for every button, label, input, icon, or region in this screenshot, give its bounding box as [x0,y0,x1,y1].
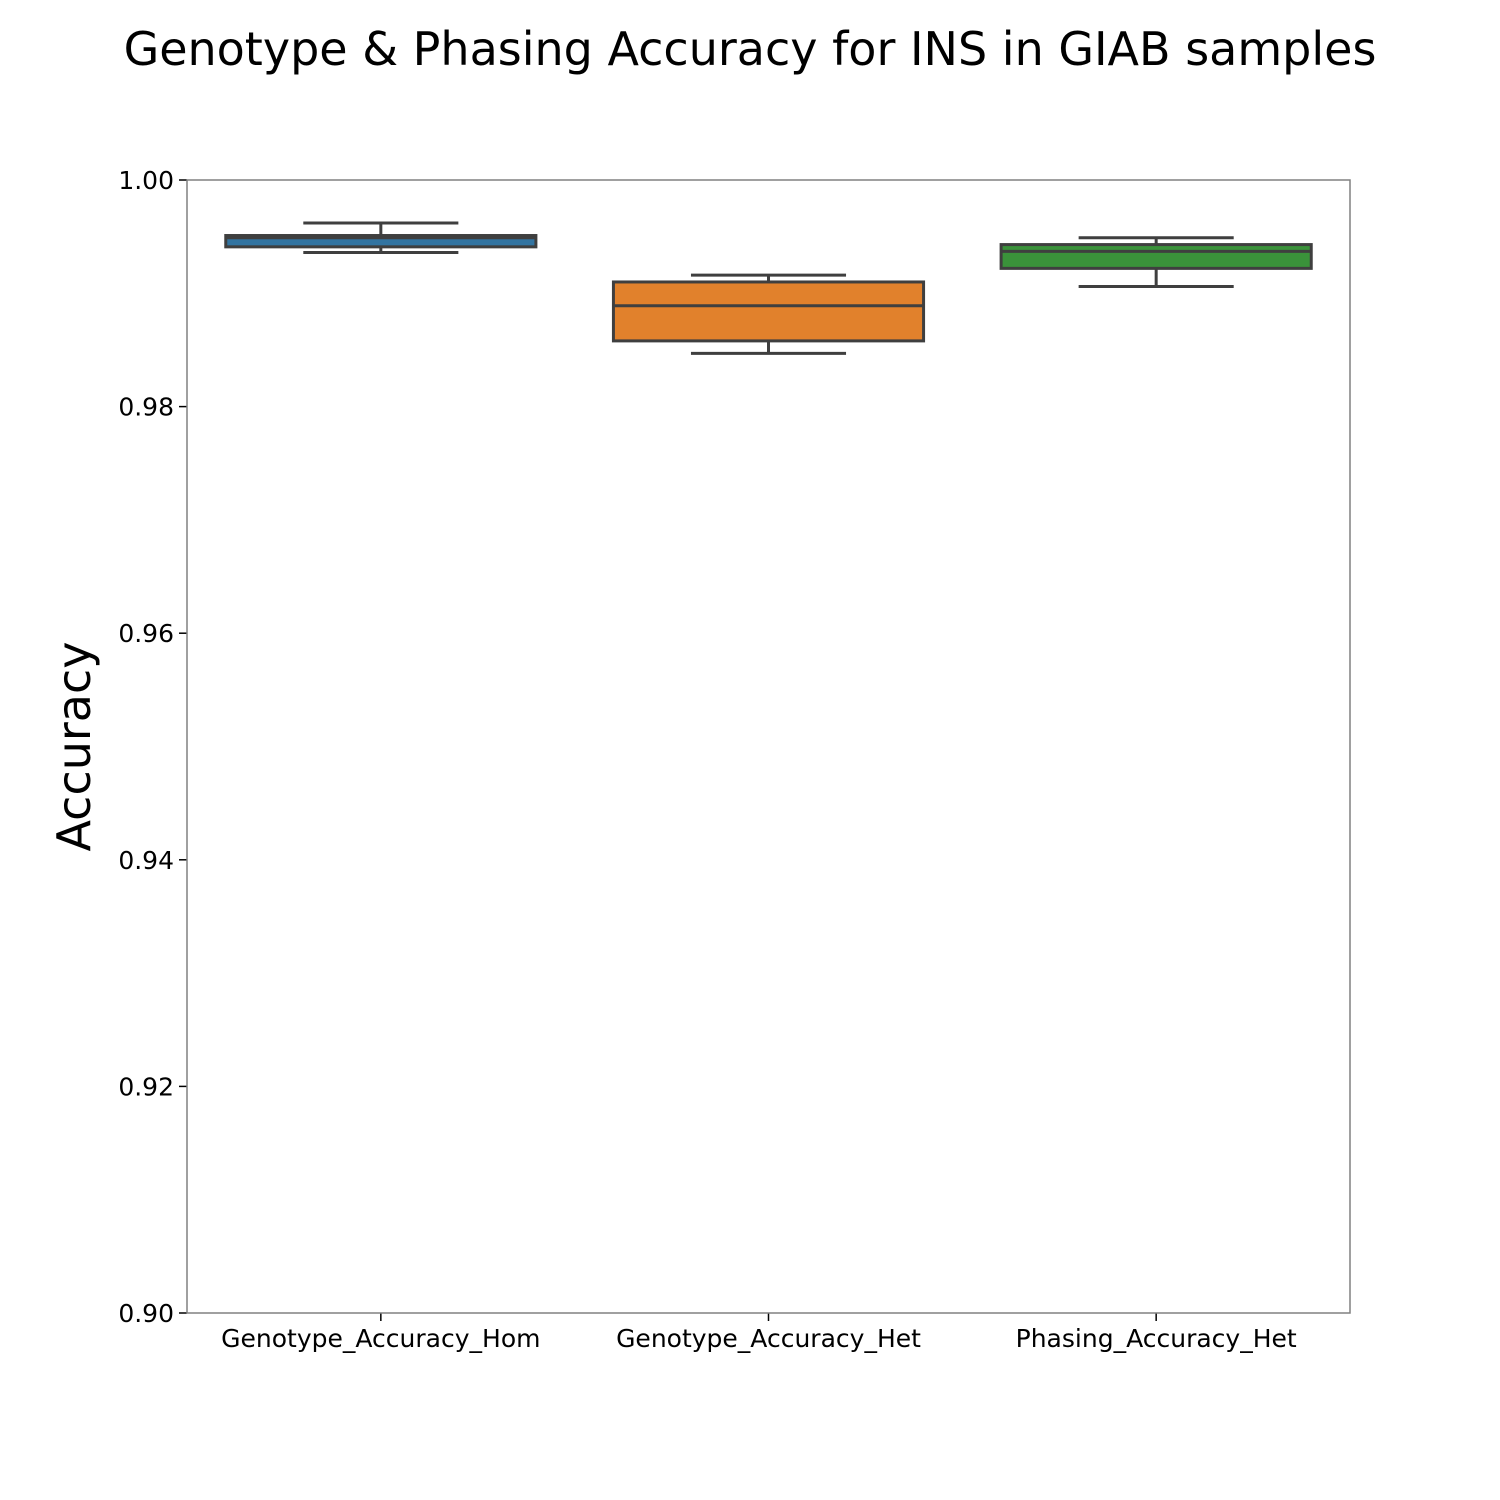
box-Phasing_Accuracy_Het [999,236,1313,289]
box-Genotype_Accuracy_Het [611,273,926,355]
y-tick-label: 0.92 [118,1072,174,1101]
plot-frame [186,179,1351,1314]
y-tick-label: 1.00 [118,166,174,195]
y-axis-title: Accuracy [47,641,101,851]
y-tick-label: 0.94 [118,846,174,875]
iqr-box [611,280,926,343]
chart-title: Genotype & Phasing Accuracy for INS in G… [123,22,1377,76]
iqr-box [224,234,538,249]
x-axis: Genotype_Accuracy_Hom Genotype_Accuracy_H… [221,1313,1297,1353]
y-tick-label: 0.98 [118,393,174,422]
box-Genotype_Accuracy_Hom [224,221,538,255]
iqr-box [999,243,1313,270]
x-tick-label: Phasing_Accuracy_Het [1016,1324,1297,1353]
x-tick-label: Genotype_Accuracy_Hom [221,1324,540,1353]
y-tick-label: 0.96 [118,619,174,648]
y-tick-label: 0.90 [118,1299,174,1328]
y-axis: 0.90 0.92 0.94 0.96 0.98 1.00 [118,166,187,1328]
boxes [224,221,1313,355]
x-tick-label: Genotype_Accuracy_Het [616,1324,921,1353]
